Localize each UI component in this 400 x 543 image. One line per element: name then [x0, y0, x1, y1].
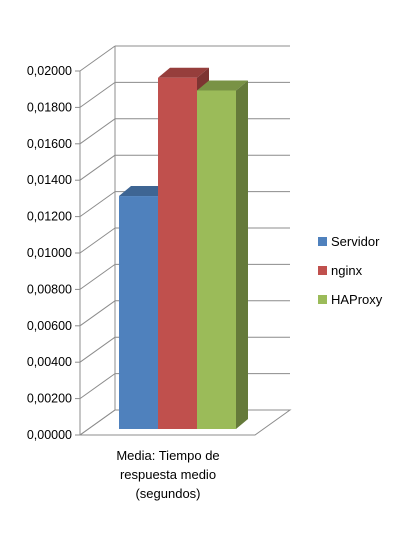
bar-side-haproxy [236, 80, 248, 429]
gridline-side [80, 82, 115, 107]
y-tick-label: 0,01400 [27, 173, 72, 187]
legend-swatch-servidor [318, 237, 327, 246]
category-label-line: Media: Tiempo de [116, 448, 219, 463]
y-tick-label: 0,02000 [27, 64, 72, 78]
gridline-side [80, 264, 115, 289]
legend-swatch-nginx [318, 266, 327, 275]
gridline-side [80, 374, 115, 399]
bar-servidor [119, 196, 158, 429]
gridline-side [80, 46, 115, 71]
gridline-side [80, 155, 115, 180]
y-tick-label: 0,00400 [27, 355, 72, 369]
legend-label-nginx: nginx [331, 263, 363, 278]
gridline-side [80, 228, 115, 253]
gridline-side [80, 119, 115, 144]
y-tick-label: 0,00200 [27, 392, 72, 406]
category-label-line: (segundos) [135, 486, 200, 501]
y-tick-label: 0,01200 [27, 210, 72, 224]
gridline-side [80, 192, 115, 217]
legend-swatch-haproxy [318, 295, 327, 304]
y-tick-label: 0,00600 [27, 319, 72, 333]
y-tick-label: 0,01800 [27, 100, 72, 114]
y-tick-label: 0,00800 [27, 282, 72, 296]
y-tick-label: 0,01600 [27, 137, 72, 151]
y-tick-label: 0,00000 [27, 428, 72, 442]
category-label-line: respuesta medio [120, 467, 216, 482]
bar-nginx [158, 78, 197, 429]
legend-label-servidor: Servidor [331, 234, 380, 249]
y-tick-label: 0,01000 [27, 246, 72, 260]
bar-haproxy [197, 90, 236, 429]
gridline-side [80, 301, 115, 326]
gridline-side [80, 337, 115, 362]
legend-label-haproxy: HAProxy [331, 292, 383, 307]
